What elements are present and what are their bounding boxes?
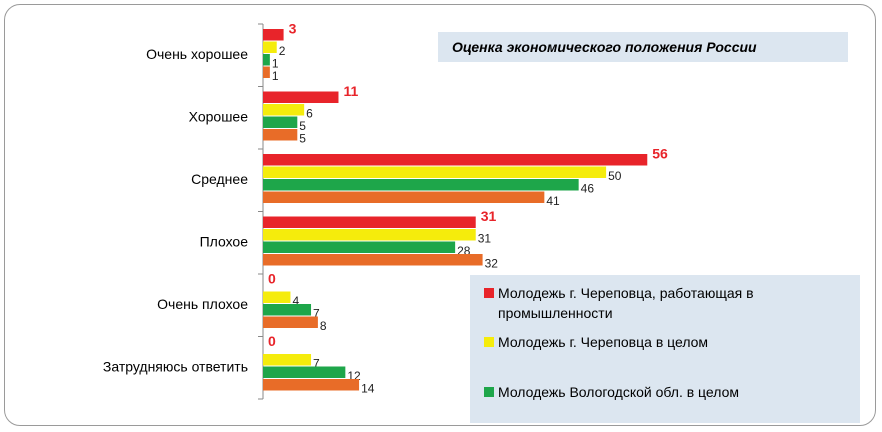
value-label: 4 <box>292 294 299 308</box>
value-label: 1 <box>272 57 279 71</box>
value-label: 0 <box>268 333 276 349</box>
category-label: Хорошее <box>189 108 249 124</box>
value-label: 0 <box>268 271 276 287</box>
bar <box>263 254 483 266</box>
bar <box>263 91 339 103</box>
value-label: 5 <box>299 132 306 146</box>
value-label: 2 <box>279 44 286 58</box>
bar <box>263 129 298 141</box>
chart-title: Оценка экономического положения России <box>438 32 848 62</box>
value-label: 11 <box>343 83 358 99</box>
value-label: 32 <box>485 257 499 271</box>
value-label: 50 <box>608 169 622 183</box>
value-label: 14 <box>361 382 375 396</box>
value-label: 7 <box>313 357 320 371</box>
legend-swatch <box>484 288 494 298</box>
bar <box>263 229 476 241</box>
value-label: 6 <box>306 107 313 121</box>
bar <box>263 291 291 303</box>
bar <box>263 104 305 116</box>
legend-label: Молодежь г. Череповца, работающая в пром… <box>498 285 754 321</box>
bar <box>263 216 476 228</box>
legend: Молодежь г. Череповца, работающая в пром… <box>470 275 860 423</box>
bar <box>263 354 312 366</box>
bar <box>263 54 270 66</box>
bar <box>263 179 579 191</box>
bar <box>263 241 456 253</box>
bar <box>263 29 284 41</box>
bar <box>263 316 318 328</box>
legend-label: Молодежь г. Череповца в целом <box>498 334 709 350</box>
legend-entry: Молодежь г. Череповца, работающая в пром… <box>484 283 858 323</box>
category-label: Очень плохое <box>157 296 248 312</box>
bar <box>263 379 360 391</box>
bar <box>263 41 277 53</box>
bar <box>263 154 648 166</box>
value-label: 31 <box>481 208 497 224</box>
value-label: 1 <box>272 69 279 83</box>
value-label: 5 <box>299 119 306 133</box>
value-label: 3 <box>289 21 297 37</box>
legend-entry: Молодежь Вологодской обл. в целом <box>484 382 858 402</box>
bar <box>263 116 298 128</box>
category-label: Затрудняюсь ответить <box>103 358 248 374</box>
value-label: 46 <box>581 182 595 196</box>
legend-swatch <box>484 337 494 347</box>
legend-entry: Молодежь г. Череповца в целом <box>484 332 858 352</box>
category-label: Плохое <box>200 233 249 249</box>
value-label: 41 <box>546 194 560 208</box>
bar <box>263 191 545 203</box>
bar <box>263 166 607 178</box>
category-label: Очень хорошее <box>146 46 248 62</box>
legend-swatch <box>484 387 494 397</box>
value-label: 8 <box>320 319 327 333</box>
value-label: 7 <box>313 307 320 321</box>
legend-label: Молодежь Вологодской обл. в целом <box>498 384 739 400</box>
bar <box>263 366 346 378</box>
bar <box>263 304 312 316</box>
frame <box>4 4 876 426</box>
bar <box>263 66 270 78</box>
value-label: 31 <box>478 232 492 246</box>
category-label: Среднее <box>191 171 248 187</box>
value-label: 56 <box>652 146 668 162</box>
